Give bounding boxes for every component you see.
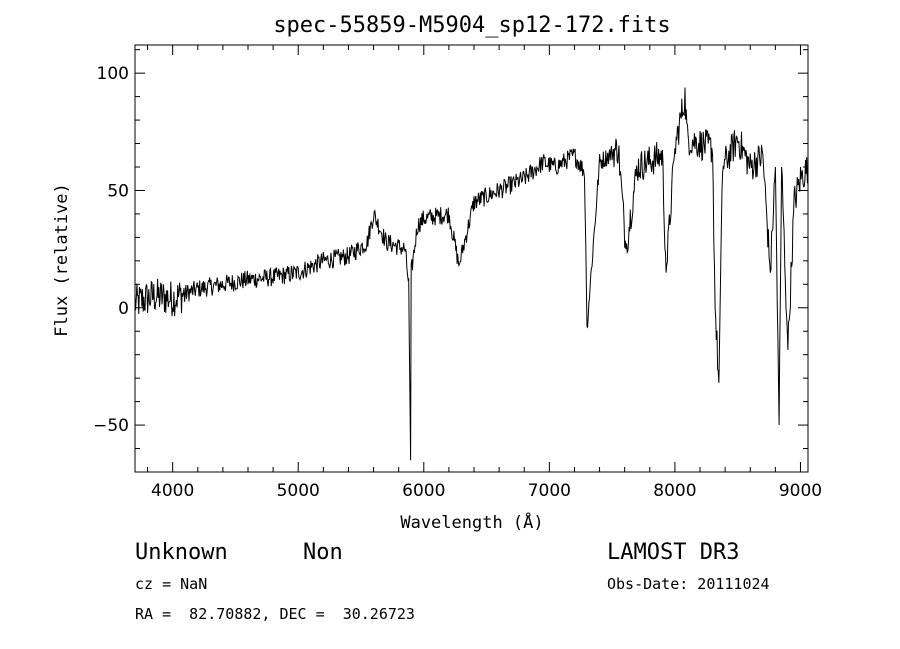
spectrum-line: [134, 87, 809, 461]
x-tick-label: 6000: [402, 481, 445, 501]
survey-text: LAMOST DR3: [607, 540, 739, 565]
plot-frame: [134, 44, 809, 473]
y-axis-label: Flux (relative): [52, 183, 72, 337]
obs-date-text: Obs-Date: 20111024: [607, 575, 770, 593]
y-tick-label: 0: [118, 299, 129, 319]
subclass-text: Non: [303, 540, 343, 565]
cz-text: cz = NaN: [135, 575, 207, 593]
x-tick-label: 7000: [528, 481, 571, 501]
object-class-text: Unknown: [135, 540, 228, 565]
spectrum-layer: [134, 87, 809, 461]
y-tick-label: 50: [107, 181, 129, 201]
x-tick-label: 5000: [277, 481, 320, 501]
y-axis-ticks: −50 0 50 100: [93, 49, 808, 450]
chart-title: spec-55859-M5904_sp12-172.fits: [273, 13, 670, 38]
x-tick-label: 4000: [151, 481, 194, 501]
coords-text: RA = 82.70882, DEC = 30.26723: [135, 605, 415, 623]
y-tick-label: 100: [97, 64, 129, 84]
x-axis-label: Wavelength (Å): [400, 511, 543, 533]
x-tick-label: 9000: [779, 481, 822, 501]
x-tick-label: 8000: [653, 481, 696, 501]
y-tick-label: −50: [93, 416, 129, 436]
x-axis-ticks: 4000 5000 6000 7000 8000 9000: [147, 45, 822, 501]
